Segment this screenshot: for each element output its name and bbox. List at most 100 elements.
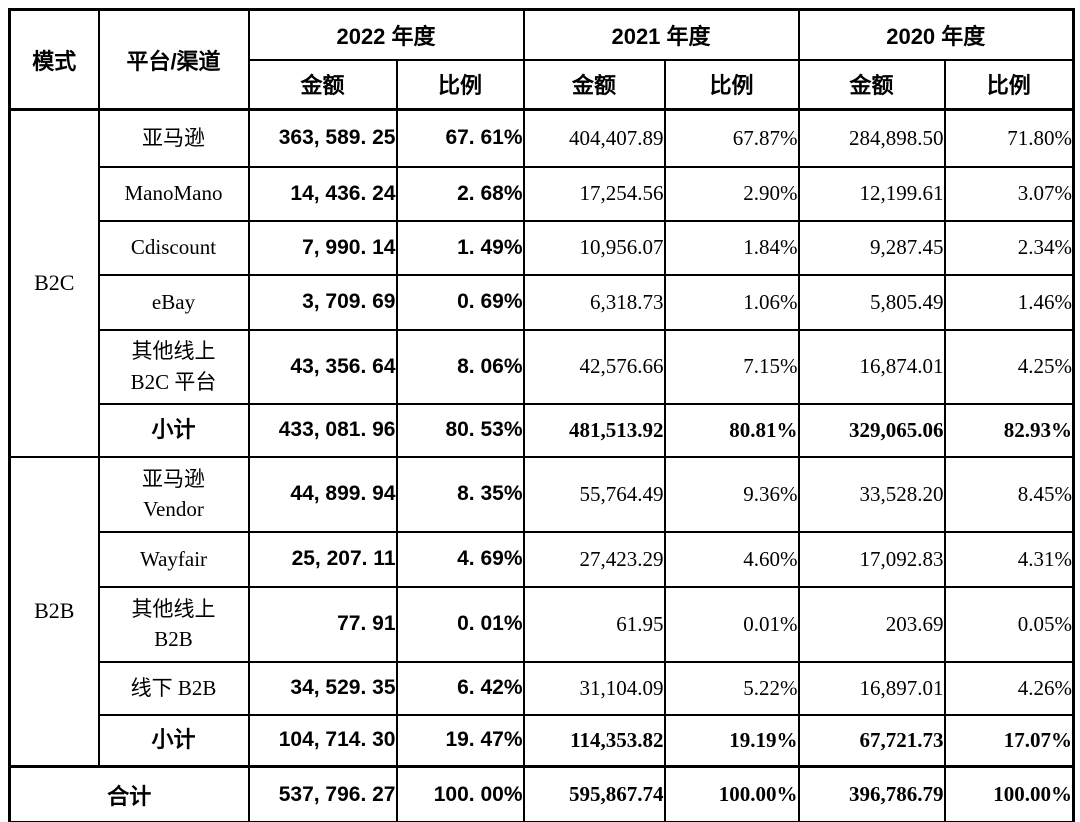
- amount-2022-cell: 25, 207. 11: [247, 530, 398, 588]
- header-row-measures: 金额 比例 金额 比例 金额 比例: [10, 58, 1075, 111]
- amount-2021-cell: 61.95: [522, 585, 666, 663]
- amount-2021-cell: 31,104.09: [522, 660, 666, 716]
- amount-2020-cell: 16,874.01: [797, 328, 946, 405]
- ratio-2020-cell: 71.80%: [943, 108, 1075, 168]
- amount-2022-cell: 77. 91: [247, 585, 398, 663]
- ratio-2022-cell: 100. 00%: [395, 765, 525, 822]
- col-header-year-2020: 2020 年度: [797, 8, 1075, 61]
- platform-cell: eBay: [97, 273, 250, 331]
- table-header: 模式 平台/渠道 2022 年度 2021 年度 2020 年度 金额 比例 金…: [8, 8, 1075, 111]
- table-row: B2B 亚马逊 Vendor 44, 899. 94 8. 35% 55,764…: [8, 455, 1075, 768]
- subtotal-label: 小计: [97, 713, 250, 768]
- amount-2022-cell: 537, 796. 27: [247, 765, 398, 822]
- col-header-platform: 平台/渠道: [97, 8, 250, 111]
- ratio-2020-cell: 8.45%: [943, 455, 1075, 533]
- subtotal-row-b2b: 小计 104, 714. 30 19. 47% 114,353.82 19.19…: [10, 713, 1075, 768]
- amount-2022-cell: 14, 436. 24: [247, 165, 398, 222]
- col-header-year-2021: 2021 年度: [522, 8, 800, 61]
- amount-2021-cell: 10,956.07: [522, 219, 666, 276]
- ratio-2020-cell: 2.34%: [943, 219, 1075, 276]
- ratio-2020-cell: 4.31%: [943, 530, 1075, 588]
- ratio-2021-cell: 7.15%: [663, 328, 800, 405]
- platform-cell: 线下 B2B: [97, 660, 250, 716]
- platform-cell: 亚马逊 Vendor: [97, 455, 250, 533]
- table-row: Wayfair 25, 207. 11 4. 69% 27,423.29 4.6…: [10, 530, 1075, 588]
- ratio-2021-cell: 19.19%: [663, 713, 800, 768]
- ratio-2021-cell: 2.90%: [663, 165, 800, 222]
- ratio-2020-cell: 100.00%: [943, 765, 1075, 822]
- platform-cell: Cdiscount: [97, 219, 250, 276]
- table-row: 其他线上 B2C 平台 43, 356. 64 8. 06% 42,576.66…: [10, 328, 1075, 405]
- ratio-2021-cell: 5.22%: [663, 660, 800, 716]
- ratio-2020-cell: 82.93%: [943, 402, 1075, 458]
- table-row: eBay 3, 709. 69 0. 69% 6,318.73 1.06% 5,…: [10, 273, 1075, 331]
- subtotal-label: 小计: [97, 402, 250, 458]
- amount-2020-cell: 396,786.79: [797, 765, 946, 822]
- header-row-years: 模式 平台/渠道 2022 年度 2021 年度 2020 年度: [8, 8, 1075, 111]
- revenue-by-platform-table: 模式 平台/渠道 2022 年度 2021 年度 2020 年度 金额 比例 金…: [8, 8, 1075, 822]
- amount-2022-cell: 363, 589. 25: [247, 108, 398, 168]
- col-header-ratio-2020: 比例: [943, 58, 1075, 111]
- ratio-2021-cell: 100.00%: [663, 765, 800, 822]
- amount-2020-cell: 67,721.73: [797, 713, 946, 768]
- amount-2022-cell: 7, 990. 14: [247, 219, 398, 276]
- ratio-2021-cell: 1.84%: [663, 219, 800, 276]
- ratio-2020-cell: 0.05%: [943, 585, 1075, 663]
- amount-2020-cell: 329,065.06: [797, 402, 946, 458]
- table-row: Cdiscount 7, 990. 14 1. 49% 10,956.07 1.…: [10, 219, 1075, 276]
- ratio-2022-cell: 8. 06%: [395, 328, 525, 405]
- mode-cell-b2c: B2C: [8, 108, 100, 458]
- amount-2022-cell: 34, 529. 35: [247, 660, 398, 716]
- amount-2021-cell: 42,576.66: [522, 328, 666, 405]
- ratio-2022-cell: 80. 53%: [395, 402, 525, 458]
- platform-cell: 其他线上 B2C 平台: [97, 328, 250, 405]
- col-header-mode: 模式: [8, 8, 100, 111]
- ratio-2021-cell: 80.81%: [663, 402, 800, 458]
- ratio-2021-cell: 67.87%: [663, 108, 800, 168]
- ratio-2020-cell: 3.07%: [943, 165, 1075, 222]
- ratio-2021-cell: 9.36%: [663, 455, 800, 533]
- ratio-2020-cell: 4.25%: [943, 328, 1075, 405]
- amount-2020-cell: 5,805.49: [797, 273, 946, 331]
- amount-2020-cell: 17,092.83: [797, 530, 946, 588]
- amount-2021-cell: 114,353.82: [522, 713, 666, 768]
- mode-cell-b2b: B2B: [8, 455, 100, 768]
- platform-cell: ManoMano: [97, 165, 250, 222]
- col-header-ratio-2022: 比例: [395, 58, 525, 111]
- col-header-amount-2022: 金额: [247, 58, 398, 111]
- amount-2021-cell: 481,513.92: [522, 402, 666, 458]
- total-label: 合计: [8, 765, 250, 822]
- ratio-2021-cell: 1.06%: [663, 273, 800, 331]
- platform-cell: 亚马逊: [97, 108, 250, 168]
- col-header-amount-2020: 金额: [797, 58, 946, 111]
- ratio-2020-cell: 4.26%: [943, 660, 1075, 716]
- ratio-2021-cell: 0.01%: [663, 585, 800, 663]
- amount-2020-cell: 9,287.45: [797, 219, 946, 276]
- amount-2021-cell: 404,407.89: [522, 108, 666, 168]
- table-row: 其他线上 B2B 77. 91 0. 01% 61.95 0.01% 203.6…: [10, 585, 1075, 663]
- ratio-2022-cell: 6. 42%: [395, 660, 525, 716]
- ratio-2021-cell: 4.60%: [663, 530, 800, 588]
- ratio-2020-cell: 1.46%: [943, 273, 1075, 331]
- table-row: B2C 亚马逊 363, 589. 25 67. 61% 404,407.89 …: [8, 108, 1075, 458]
- amount-2022-cell: 43, 356. 64: [247, 328, 398, 405]
- ratio-2022-cell: 0. 01%: [395, 585, 525, 663]
- platform-cell: Wayfair: [97, 530, 250, 588]
- amount-2021-cell: 17,254.56: [522, 165, 666, 222]
- amount-2021-cell: 27,423.29: [522, 530, 666, 588]
- ratio-2022-cell: 8. 35%: [395, 455, 525, 533]
- amount-2022-cell: 104, 714. 30: [247, 713, 398, 768]
- ratio-2022-cell: 1. 49%: [395, 219, 525, 276]
- subtotal-row-b2c: 小计 433, 081. 96 80. 53% 481,513.92 80.81…: [10, 402, 1075, 458]
- ratio-2022-cell: 0. 69%: [395, 273, 525, 331]
- amount-2022-cell: 433, 081. 96: [247, 402, 398, 458]
- table-body: B2C 亚马逊 363, 589. 25 67. 61% 404,407.89 …: [8, 108, 1075, 822]
- table-row: ManoMano 14, 436. 24 2. 68% 17,254.56 2.…: [10, 165, 1075, 222]
- ratio-2022-cell: 67. 61%: [395, 108, 525, 168]
- total-row: 合计 537, 796. 27 100. 00% 595,867.74 100.…: [8, 765, 1075, 822]
- col-header-amount-2021: 金额: [522, 58, 666, 111]
- amount-2020-cell: 33,528.20: [797, 455, 946, 533]
- amount-2022-cell: 44, 899. 94: [247, 455, 398, 533]
- ratio-2022-cell: 2. 68%: [395, 165, 525, 222]
